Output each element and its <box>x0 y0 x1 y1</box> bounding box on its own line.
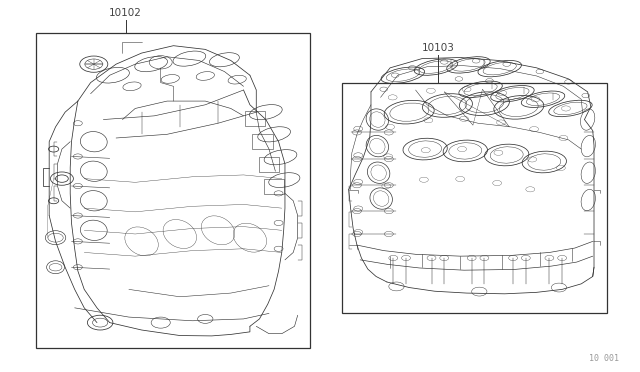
Text: 10102: 10102 <box>109 8 142 18</box>
Text: 10103: 10103 <box>422 43 454 53</box>
Text: 10 001: 10 001 <box>589 354 620 363</box>
Bar <box>259 157 279 172</box>
Bar <box>342 83 607 313</box>
Bar <box>264 179 284 194</box>
Bar <box>36 33 310 349</box>
Bar <box>252 134 273 149</box>
Bar <box>245 111 265 126</box>
